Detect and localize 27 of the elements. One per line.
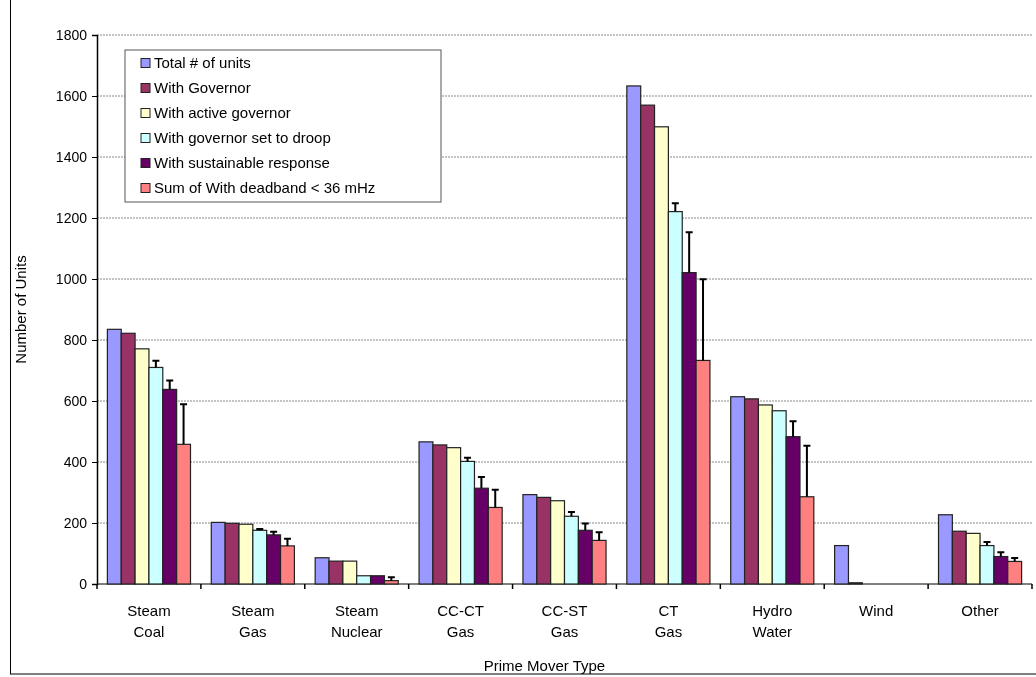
x-axis-title: Prime Mover Type	[483, 657, 606, 674]
y-tick-label: 200	[63, 514, 88, 531]
y-tick-label: 1800	[55, 26, 88, 43]
y-tick-label: 400	[63, 453, 88, 470]
x-tick-label: Other	[961, 602, 999, 619]
x-tick-label: CT Gas	[654, 602, 683, 640]
legend-label: Total # of units	[154, 54, 251, 72]
x-tick-label: Steam Nuclear	[330, 602, 383, 640]
legend-label: With Governor	[154, 79, 251, 97]
x-tick-label: Steam Coal	[127, 602, 171, 640]
x-tick-label: Hydro Water	[752, 602, 793, 640]
x-tick-label: Steam Gas	[231, 602, 275, 640]
y-tick-label: 0	[79, 575, 88, 592]
x-tick-label: CC-CT Gas	[437, 602, 484, 640]
y-tick-label: 1600	[55, 87, 88, 104]
y-axis-title: Number of Units	[12, 255, 29, 364]
legend-label: With governor set to droop	[154, 129, 331, 147]
y-tick-label: 800	[63, 331, 88, 348]
legend-label: With active governor	[154, 104, 291, 122]
legend-label: With sustainable response	[154, 154, 330, 172]
y-tick-label: 1400	[55, 148, 88, 165]
x-tick-label: CC-ST Gas	[541, 602, 588, 640]
y-tick-label: 1000	[55, 270, 88, 287]
x-tick-label: Wind	[859, 602, 894, 619]
legend-label: Sum of With deadband < 36 mHz	[154, 179, 376, 197]
y-tick-label: 1200	[55, 209, 88, 226]
y-tick-label: 600	[63, 392, 88, 409]
